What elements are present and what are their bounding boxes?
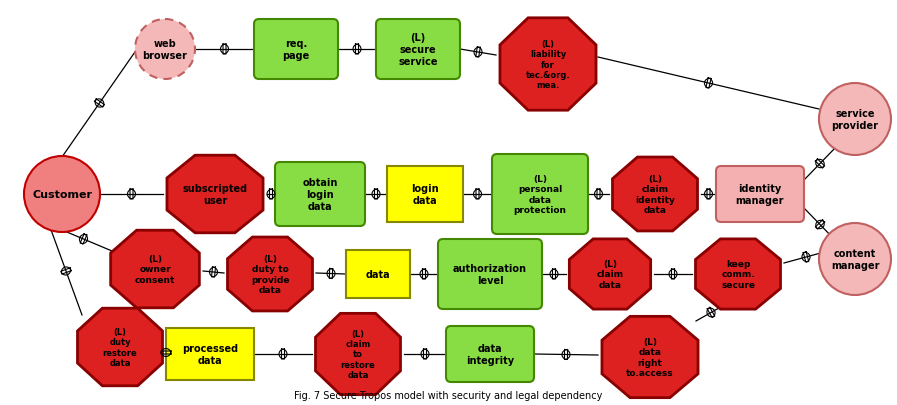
Text: (L)
owner
consent: (L) owner consent bbox=[135, 254, 175, 284]
Text: login
data: login data bbox=[411, 184, 439, 205]
Polygon shape bbox=[167, 156, 263, 233]
Polygon shape bbox=[77, 309, 162, 386]
FancyBboxPatch shape bbox=[376, 20, 460, 80]
Text: identity
manager: identity manager bbox=[736, 184, 784, 205]
Ellipse shape bbox=[135, 20, 195, 80]
FancyBboxPatch shape bbox=[446, 326, 534, 382]
FancyBboxPatch shape bbox=[438, 239, 542, 309]
Text: (L)
duty
restore
data: (L) duty restore data bbox=[102, 327, 137, 367]
Text: Customer: Customer bbox=[32, 190, 92, 200]
Text: keep
comm.
secure: keep comm. secure bbox=[721, 260, 755, 289]
Text: data: data bbox=[366, 269, 390, 279]
Text: content
manager: content manager bbox=[831, 249, 879, 270]
Text: (L)
claim
data: (L) claim data bbox=[597, 260, 623, 289]
Text: (L)
claim
identity
data: (L) claim identity data bbox=[635, 175, 675, 215]
Ellipse shape bbox=[819, 84, 891, 156]
FancyBboxPatch shape bbox=[275, 162, 365, 226]
FancyBboxPatch shape bbox=[254, 20, 338, 80]
Text: subscripted
user: subscripted user bbox=[182, 184, 248, 205]
Text: req.
page: req. page bbox=[283, 39, 309, 61]
Bar bbox=[166, 328, 254, 380]
Text: (L)
personal
data
protection: (L) personal data protection bbox=[513, 175, 567, 215]
Text: data
integrity: data integrity bbox=[466, 343, 514, 365]
Text: service
provider: service provider bbox=[832, 109, 878, 130]
Text: (L)
liability
for
tec.&org.
mea.: (L) liability for tec.&org. mea. bbox=[526, 40, 570, 90]
Text: authorization
level: authorization level bbox=[453, 264, 527, 285]
Text: obtain
login
data: obtain login data bbox=[302, 178, 337, 211]
Polygon shape bbox=[500, 19, 596, 111]
FancyBboxPatch shape bbox=[492, 155, 588, 234]
Text: (L)
claim
to
restore
data: (L) claim to restore data bbox=[341, 329, 375, 379]
Text: (L)
data
right
to.access: (L) data right to.access bbox=[626, 337, 674, 377]
Text: Fig. 7 Secure Tropos model with security and legal dependency: Fig. 7 Secure Tropos model with security… bbox=[294, 390, 603, 400]
Polygon shape bbox=[570, 239, 650, 309]
Text: processed
data: processed data bbox=[182, 343, 238, 365]
Text: web
browser: web browser bbox=[143, 39, 187, 61]
Polygon shape bbox=[110, 230, 199, 308]
Text: (L)
duty to
provide
data: (L) duty to provide data bbox=[251, 254, 289, 294]
Polygon shape bbox=[228, 237, 312, 311]
Bar bbox=[387, 166, 463, 222]
Bar bbox=[346, 250, 410, 298]
Polygon shape bbox=[602, 317, 698, 398]
Polygon shape bbox=[613, 158, 698, 231]
Text: (L)
secure
service: (L) secure service bbox=[398, 33, 438, 66]
Ellipse shape bbox=[24, 157, 100, 232]
FancyBboxPatch shape bbox=[716, 166, 804, 222]
Polygon shape bbox=[316, 313, 400, 395]
Polygon shape bbox=[695, 239, 780, 309]
Ellipse shape bbox=[819, 224, 891, 295]
